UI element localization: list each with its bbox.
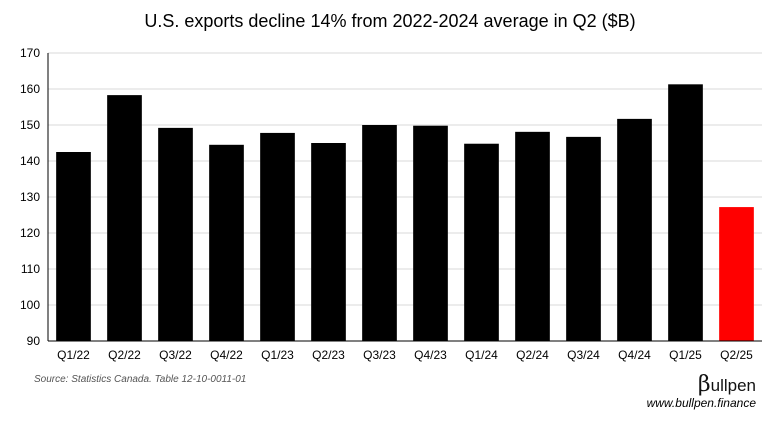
y-tick-label: 170 [20, 46, 40, 60]
brand-text: ullpen [710, 376, 756, 395]
bar [209, 144, 244, 341]
bar [719, 207, 754, 341]
x-tick-label: Q4/22 [210, 348, 243, 362]
x-tick-label: Q1/22 [57, 348, 90, 362]
bar [617, 118, 652, 341]
x-tick-label: Q3/22 [159, 348, 192, 362]
y-tick-label: 140 [20, 154, 40, 168]
y-tick-label: 90 [27, 334, 41, 348]
y-tick-label: 110 [21, 262, 40, 276]
y-tick-label: 120 [20, 226, 40, 240]
y-tick-labels: 90 100 110 120 130 140 150 160 170 [20, 46, 40, 348]
bar [515, 131, 550, 341]
bar-chart: 90 100 110 120 130 140 150 160 170 Q1/22 Q2/22 Q3/… [20, 46, 762, 362]
bars [56, 84, 754, 342]
x-tick-label: Q1/23 [261, 348, 294, 362]
x-tick-label: Q3/24 [567, 348, 600, 362]
source-note: Source: Statistics Canada. Table 12-10-0… [34, 374, 247, 385]
bar [56, 152, 91, 341]
bar [311, 143, 346, 341]
axes [47, 53, 762, 342]
y-tick-label: 160 [20, 82, 40, 96]
x-tick-label: Q4/23 [414, 348, 447, 362]
website-link: www.bullpen.finance [646, 396, 756, 410]
y-tick-label: 150 [20, 118, 40, 132]
x-tick-label: Q2/25 [720, 348, 753, 362]
x-tick-labels: Q1/22 Q2/22 Q3/22 Q4/22 Q1/23 Q2/23 Q3/23 Q4/23… [57, 348, 753, 362]
bar [362, 125, 397, 341]
x-tick-label: Q2/23 [312, 348, 345, 362]
bar [158, 127, 193, 341]
bar [107, 95, 142, 342]
x-tick-label: Q1/25 [669, 348, 702, 362]
x-tick-label: Q2/22 [108, 348, 141, 362]
x-tick-label: Q1/24 [465, 348, 498, 362]
y-tick-label: 130 [20, 190, 40, 204]
bar [260, 132, 295, 341]
x-tick-label: Q4/24 [618, 348, 651, 362]
bar [566, 136, 601, 341]
chart-title: U.S. exports decline 14% from 2022-2024 … [144, 11, 636, 31]
gridlines [48, 52, 762, 306]
bar [464, 143, 499, 341]
bar [413, 125, 448, 341]
y-tick-label: 100 [20, 298, 40, 312]
x-tick-label: Q3/23 [363, 348, 396, 362]
brand-logo: βullpen [698, 372, 756, 397]
brand-symbol: β [697, 372, 711, 397]
x-tick-label: Q2/24 [516, 348, 549, 362]
bar [668, 84, 703, 341]
